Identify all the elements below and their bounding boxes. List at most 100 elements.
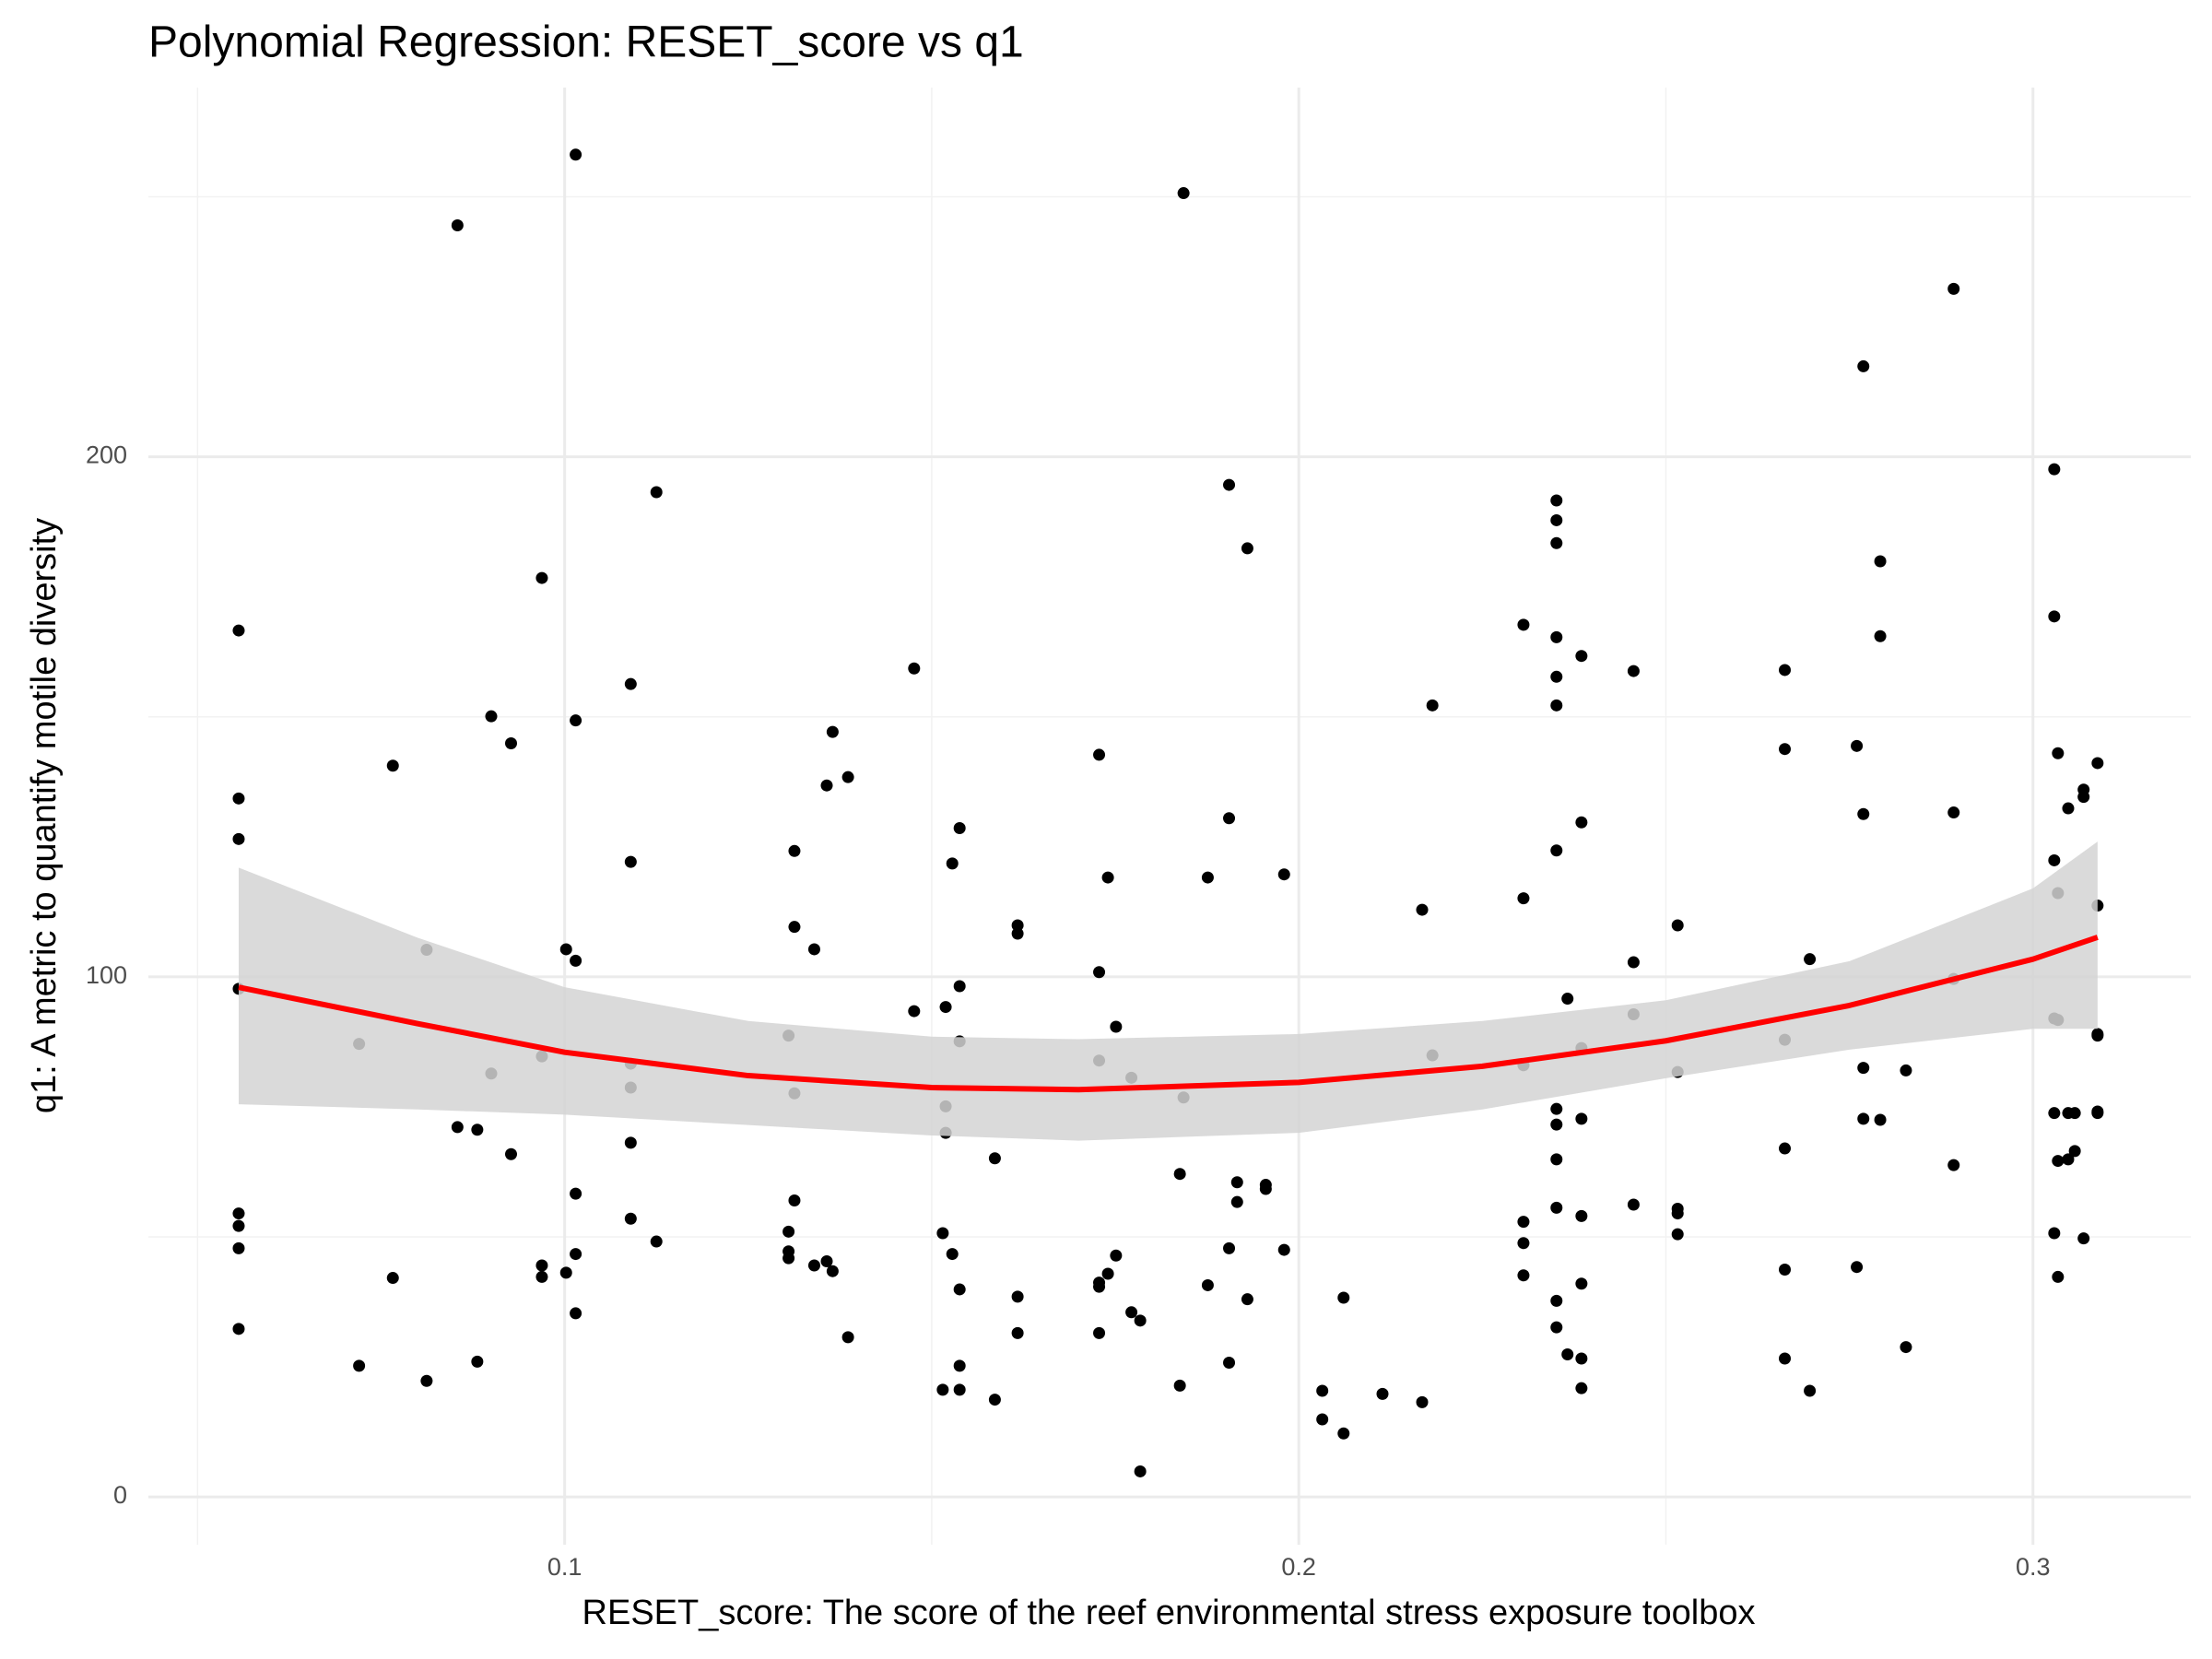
point — [1671, 919, 1684, 932]
x-axis-label: RESET_score: The score of the reef envir… — [582, 1594, 1756, 1632]
point — [1575, 1352, 1588, 1365]
point — [535, 571, 548, 584]
point — [1223, 478, 1236, 491]
point — [826, 1265, 839, 1277]
y-tick-label: 0 — [113, 1481, 127, 1509]
point — [559, 943, 572, 956]
point — [1337, 1427, 1350, 1440]
point — [807, 1259, 820, 1272]
point — [559, 1266, 572, 1279]
point — [1125, 1306, 1138, 1319]
point — [1550, 1118, 1563, 1131]
point — [1517, 892, 1530, 905]
point — [1201, 1278, 1214, 1291]
point — [939, 1001, 952, 1014]
point — [1550, 1294, 1563, 1307]
point — [485, 710, 498, 723]
point — [650, 486, 663, 499]
point — [1134, 1465, 1147, 1477]
point — [1011, 919, 1024, 932]
point — [1277, 868, 1290, 881]
y-axis-label: q1: A metric to quantify motile diversit… — [25, 518, 64, 1113]
point — [1550, 670, 1563, 683]
point — [1134, 1314, 1147, 1327]
point — [1851, 739, 1864, 752]
point — [1857, 1062, 1870, 1075]
point — [2048, 610, 2061, 623]
point — [1804, 953, 1817, 966]
point — [1874, 629, 1887, 642]
point — [451, 219, 464, 232]
point — [471, 1355, 484, 1368]
point — [1779, 743, 1792, 756]
point — [1575, 1112, 1588, 1125]
point — [1550, 699, 1563, 712]
point — [1101, 1267, 1114, 1280]
point — [232, 1219, 245, 1232]
point — [1517, 1237, 1530, 1250]
point — [841, 1331, 854, 1344]
point — [1627, 665, 1640, 677]
point — [946, 1248, 959, 1261]
point — [570, 148, 582, 161]
point — [953, 1383, 966, 1396]
point — [1517, 1216, 1530, 1229]
point — [2048, 1227, 2061, 1240]
point — [1947, 1159, 1960, 1171]
point — [1550, 1153, 1563, 1166]
point — [1575, 1277, 1588, 1290]
point — [2048, 1107, 2061, 1120]
point — [1900, 1341, 1912, 1354]
point — [1550, 494, 1563, 507]
point — [2062, 802, 2075, 815]
point — [232, 1323, 245, 1335]
point — [2068, 1107, 2081, 1120]
point — [1223, 1241, 1236, 1254]
point — [1851, 1261, 1864, 1274]
point — [2048, 853, 2061, 866]
point — [953, 1359, 966, 1372]
point — [232, 832, 245, 845]
point — [1550, 1201, 1563, 1214]
point — [1671, 1207, 1684, 1220]
point — [788, 1194, 801, 1206]
point — [624, 855, 637, 868]
point — [1804, 1384, 1817, 1397]
point — [1779, 1264, 1792, 1277]
point — [782, 1225, 795, 1238]
plot-area — [232, 148, 2104, 1477]
point — [908, 662, 921, 675]
point — [1011, 927, 1024, 940]
point — [1011, 1326, 1024, 1339]
point — [2077, 791, 2090, 804]
x-tick-label: 0.1 — [547, 1553, 582, 1581]
point — [988, 1152, 1001, 1165]
point — [1110, 1249, 1123, 1262]
point — [1857, 1112, 1870, 1125]
fit-line — [238, 935, 2099, 1093]
point — [1857, 807, 1870, 820]
point — [1575, 1382, 1588, 1394]
point — [386, 759, 399, 772]
point — [386, 1272, 399, 1285]
point — [1093, 966, 1106, 979]
point — [1177, 187, 1190, 200]
point — [908, 1005, 921, 1018]
point — [1110, 1020, 1123, 1033]
point — [1550, 1102, 1563, 1115]
point — [788, 921, 801, 934]
point — [953, 1283, 966, 1296]
point — [471, 1124, 484, 1136]
x-tick-label: 0.2 — [1281, 1553, 1316, 1581]
point — [570, 1248, 582, 1261]
point — [1517, 618, 1530, 631]
point — [1337, 1291, 1350, 1304]
point — [1230, 1176, 1243, 1189]
point — [451, 1121, 464, 1134]
point — [1093, 1280, 1106, 1293]
point — [1857, 359, 1870, 372]
point — [1173, 1168, 1186, 1181]
point — [2091, 1107, 2104, 1120]
point — [1173, 1379, 1186, 1392]
